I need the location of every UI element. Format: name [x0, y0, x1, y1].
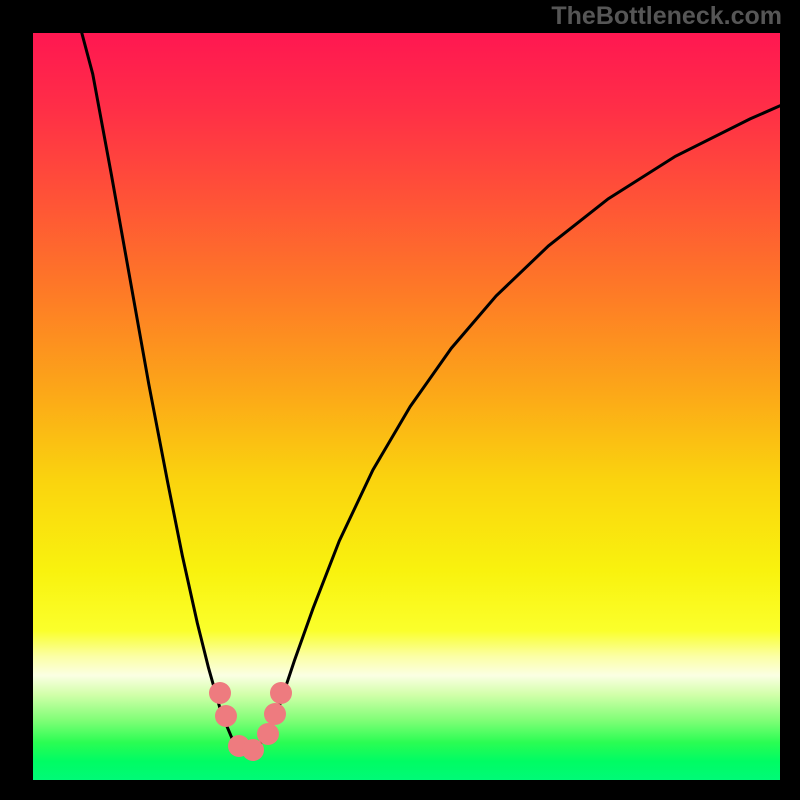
data-marker [270, 682, 292, 704]
plot-area [33, 33, 780, 780]
watermark-text: TheBottleneck.com [551, 2, 782, 31]
data-marker [264, 703, 286, 725]
chart-container: TheBottleneck.com [0, 0, 800, 800]
data-marker [215, 705, 237, 727]
data-marker [209, 682, 231, 704]
bottleneck-curve [78, 33, 780, 750]
data-marker [257, 723, 279, 745]
curve-svg [33, 33, 780, 780]
